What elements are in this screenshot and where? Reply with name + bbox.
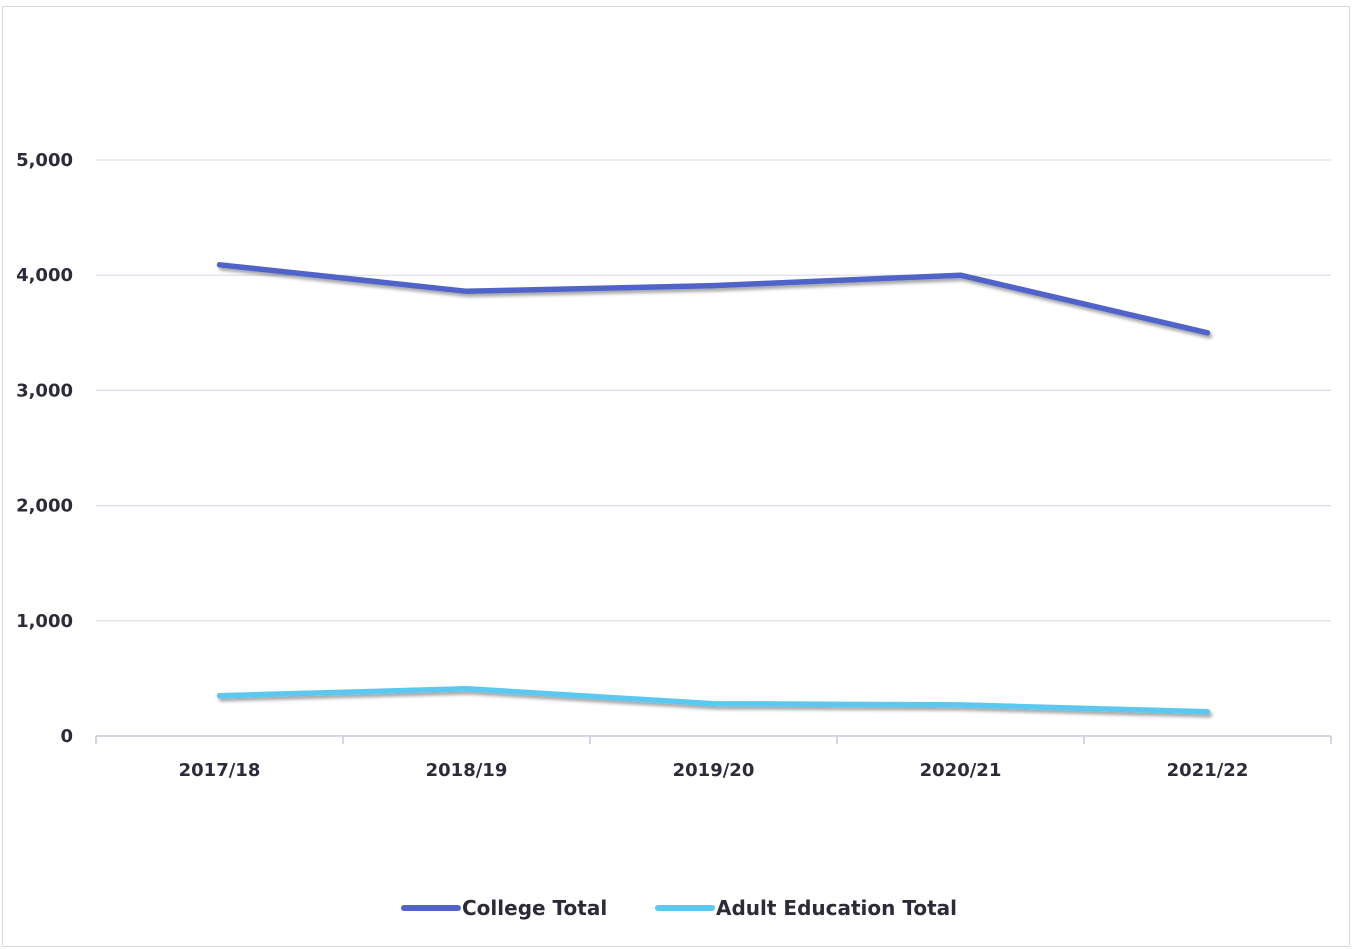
y-axis-tick-labels: 0 1,000 2,000 3,000 4,000 5,000: [16, 150, 73, 747]
chart-frame: [2, 6, 1350, 947]
x-tick-label: 2018/19: [426, 760, 508, 781]
x-axis: [95, 735, 1332, 744]
y-tick-label: 4,000: [16, 265, 73, 286]
x-tick-label: 2019/20: [673, 760, 755, 781]
legend-label: College Total: [462, 896, 607, 920]
y-tick-label: 1,000: [16, 611, 73, 632]
gridlines: [96, 159, 1331, 622]
x-tick-label: 2021/22: [1167, 760, 1249, 781]
x-axis-tick-labels: 2017/18 2018/19 2019/20 2020/21 2021/22: [179, 760, 1249, 781]
y-tick-label: 0: [60, 726, 73, 747]
series-lines: [216, 262, 1211, 715]
x-tick-label: 2017/18: [179, 760, 261, 781]
series-line-college-total: [216, 262, 1211, 336]
x-tick-label: 2020/21: [920, 760, 1002, 781]
y-tick-label: 3,000: [16, 380, 73, 401]
y-tick-label: 5,000: [16, 150, 73, 171]
legend: College Total Adult Education Total: [401, 896, 957, 920]
y-tick-label: 2,000: [16, 496, 73, 517]
legend-label: Adult Education Total: [716, 896, 957, 920]
series-line-adult-education-total: [216, 686, 1211, 715]
